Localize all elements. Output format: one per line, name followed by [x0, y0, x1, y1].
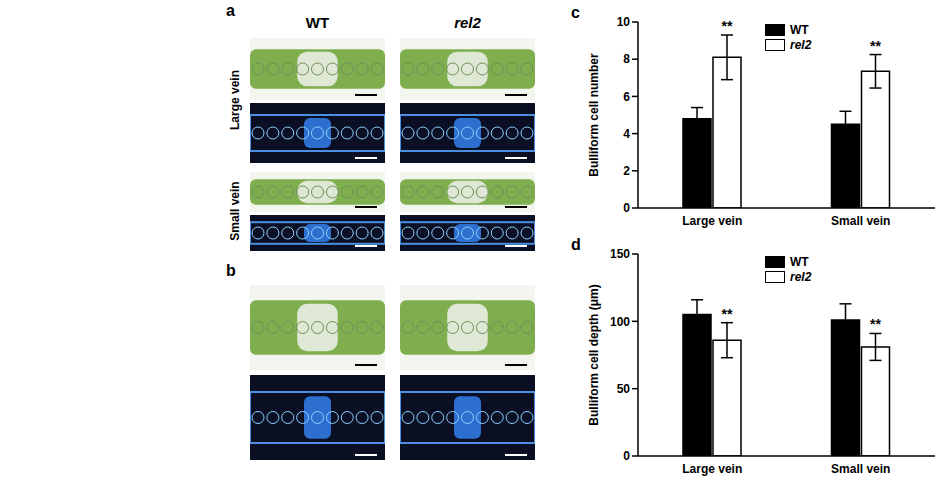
html-text:WT: WT	[790, 22, 809, 37]
html-text:rel2: rel2	[454, 14, 481, 31]
html-text:WT: WT	[790, 254, 809, 269]
svg-text:**: **	[722, 306, 733, 322]
svg-text:Large vein: Large vein	[682, 214, 742, 228]
svg-text:8: 8	[623, 52, 630, 66]
svg-text:**: **	[722, 18, 733, 34]
svg-text:50: 50	[617, 382, 631, 396]
svg-text:Small vein: Small vein	[831, 214, 890, 228]
svg-text:6: 6	[623, 90, 630, 104]
html-text:c: c	[571, 4, 580, 21]
svg-text:Bulliform cell number: Bulliform cell number	[587, 53, 601, 177]
html-text:WT: WT	[305, 14, 330, 31]
html-text:Large vein: Large vein	[228, 70, 242, 130]
html-text:d: d	[571, 236, 581, 253]
html-text:b: b	[226, 262, 236, 279]
html-text:Small vein: Small vein	[228, 181, 242, 241]
svg-text:**: **	[870, 316, 881, 332]
svg-text:100: 100	[610, 315, 630, 329]
svg-text:0: 0	[623, 201, 630, 215]
html-text:rel2: rel2	[790, 269, 812, 284]
svg-text:Bulliform cell depth (μm): Bulliform cell depth (μm)	[587, 284, 601, 425]
svg-text:150: 150	[610, 247, 630, 261]
svg-text:4: 4	[623, 127, 630, 141]
html-text:a: a	[226, 2, 235, 19]
html-text:rel2: rel2	[790, 37, 812, 52]
svg-text:**: **	[870, 38, 881, 54]
svg-text:10: 10	[617, 15, 631, 29]
svg-text:2: 2	[623, 164, 630, 178]
svg-text:0: 0	[623, 449, 630, 463]
svg-text:Large vein: Large vein	[682, 462, 742, 476]
svg-text:Small vein: Small vein	[831, 462, 890, 476]
